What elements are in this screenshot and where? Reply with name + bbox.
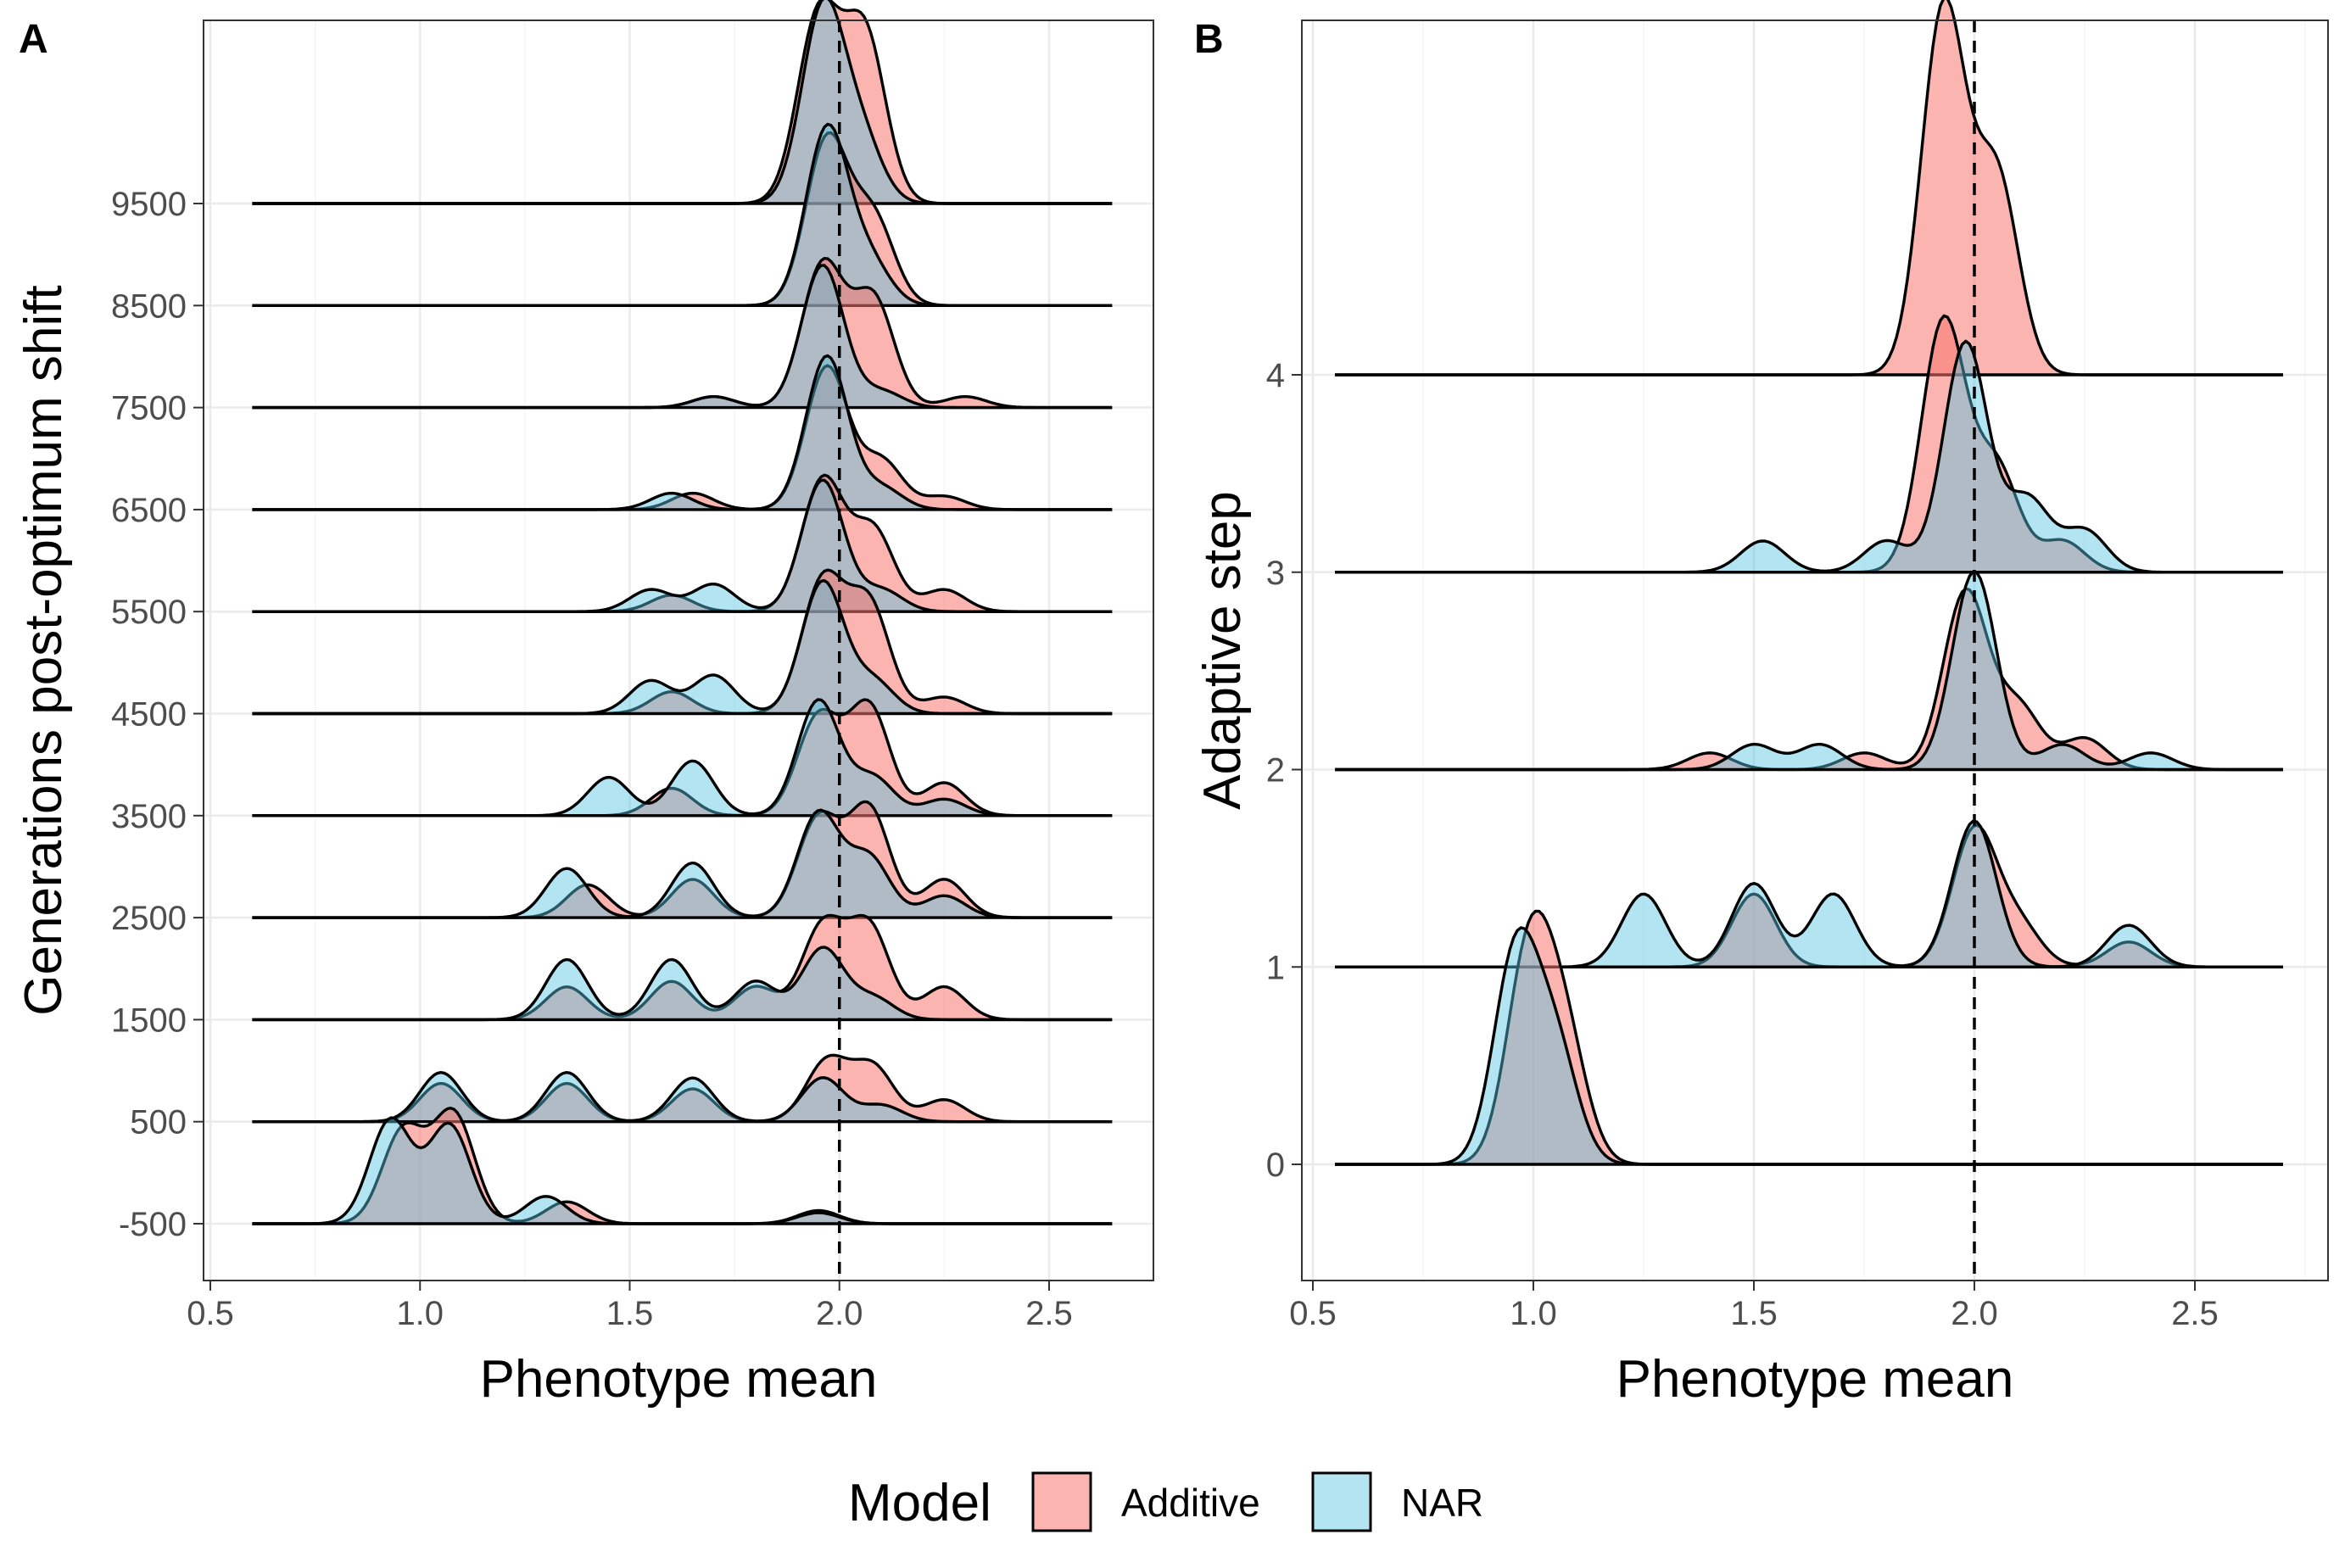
panel-a: A 0.5 1.0 1.5 2.0 2.5 -500 500 1500 2500 3500 450… <box>14 0 1155 1409</box>
panel-a-ridge-nar--500-fill <box>252 1118 1113 1224</box>
panel-b-letter: B <box>1194 17 1224 62</box>
panel-a-x-ticks: 0.5 1.0 1.5 2.0 2.5 <box>187 1281 1073 1332</box>
panel-a-ridge-1500 <box>252 913 1113 1022</box>
panel-a-ridge-additive-5500-fill <box>252 475 1113 612</box>
legend-swatch-nar <box>1311 1471 1372 1532</box>
panel-b-x-axis-title: Phenotype mean <box>1616 1350 2014 1409</box>
panel-b-x-tick-label: 0.5 <box>1289 1295 1337 1332</box>
panel-b-ridge-1 <box>1335 819 2283 968</box>
panel-a-y-ticks: -500 500 1500 2500 3500 4500 5500 6500 7500 8500 9… <box>111 186 204 1243</box>
panel-a-border <box>203 20 1154 1281</box>
panel-a-ridge-6500 <box>252 354 1113 511</box>
panel-a-ridge-7500 <box>252 257 1113 410</box>
panel-a-ridge-additive-3500-fill <box>252 700 1113 816</box>
panel-a-x-tick-label: 0.5 <box>187 1295 234 1332</box>
panel-b-y-tick-label: 1 <box>1266 949 1285 986</box>
panel-a-ridge-additive-1500-fill <box>252 915 1113 1020</box>
panel-b: B 0.5 1.0 1.5 2.0 2.5 0 1 2 3 4 Phenotype mean A… <box>1193 0 2329 1409</box>
panel-b-ridge-additive-0-fill <box>1335 911 2283 1164</box>
panel-b-border <box>1301 20 2329 1281</box>
panel-a-y-tick-label: 9500 <box>111 186 187 223</box>
panel-b-y-tick-label: 3 <box>1266 555 1285 592</box>
panel-b-y-tick-label: 2 <box>1266 752 1285 790</box>
panel-a-y-tick-label: 8500 <box>111 287 187 325</box>
panel-a-y-tick-label: 1500 <box>111 1002 187 1039</box>
panel-a-ridge-nar-1500-fill <box>252 946 1113 1020</box>
panel-a-ridge-nar-3500-fill <box>252 700 1113 816</box>
panel-b-ridge-nar-0-fill <box>1335 927 2283 1164</box>
panel-a-letter: A <box>19 17 48 62</box>
panel-b-x-tick-label: 2.5 <box>2171 1295 2219 1332</box>
panel-b-x-tick-label: 1.0 <box>1510 1295 1557 1332</box>
panel-b-x-tick-label: 2.0 <box>1951 1295 1998 1332</box>
panel-a-ridge-4500 <box>252 568 1113 716</box>
panel-a-y-tick-label: 500 <box>130 1104 187 1141</box>
panel-b-ridge-4 <box>1335 0 2283 377</box>
panel-b-ridges <box>1335 0 2283 1166</box>
panel-b-ridge-0 <box>1335 909 2283 1166</box>
panel-a-y-tick-label: 4500 <box>111 696 187 734</box>
legend-label-nar: NAR <box>1401 1481 1483 1525</box>
legend-label-additive: Additive <box>1121 1481 1260 1525</box>
panel-b-x-tick-label: 1.5 <box>1730 1295 1778 1332</box>
panel-a-y-tick-label: 6500 <box>111 492 187 529</box>
panel-b-x-ticks: 0.5 1.0 1.5 2.0 2.5 <box>1289 1281 2219 1332</box>
panel-a-ridge-2500 <box>252 800 1113 919</box>
panel-a-x-tick-label: 2.5 <box>1025 1295 1073 1332</box>
panel-b-y-ticks: 0 1 2 3 4 <box>1266 357 1302 1184</box>
panel-a-x-axis-title: Phenotype mean <box>480 1350 878 1409</box>
panel-a-ridge-8500 <box>252 122 1113 307</box>
panel-a-ridges <box>252 0 1113 1225</box>
panel-b-ridge-3 <box>1335 314 2283 574</box>
legend-title: Model <box>848 1474 991 1532</box>
panel-a-ridge-nar-2500-fill <box>252 810 1113 918</box>
legend-swatch-additive <box>1031 1471 1092 1532</box>
panel-a-y-tick-label: 2500 <box>111 900 187 937</box>
panel-a-ridge-5500 <box>252 473 1113 613</box>
panel-a-x-tick-label: 1.5 <box>606 1295 654 1332</box>
legend: Model Additive NAR <box>848 1471 1483 1532</box>
panel-a-ridge-9500 <box>252 0 1113 205</box>
panel-a-ridge-additive-2500-fill <box>252 801 1113 918</box>
panel-a-y-tick-label: 3500 <box>111 798 187 835</box>
panel-a-ridge-3500 <box>252 698 1113 817</box>
panel-b-ridge-nar-3-fill <box>1335 341 2283 572</box>
panel-a-y-tick-label: 7500 <box>111 390 187 427</box>
panel-a-ridge-additive-7500-fill <box>252 258 1113 408</box>
panel-b-y-axis-title: Adaptive step <box>1193 491 1252 810</box>
panel-a-y-tick-label: 5500 <box>111 594 187 631</box>
panel-b-ridge-2 <box>1335 570 2283 772</box>
panel-b-ridge-nar-1-fill <box>1335 821 2283 968</box>
panel-a-ridge-additive-4500-fill <box>252 570 1113 714</box>
panel-a-x-tick-label: 2.0 <box>816 1295 863 1332</box>
panel-b-y-tick-label: 4 <box>1266 357 1285 394</box>
panel-a-y-tick-label: -500 <box>119 1206 187 1243</box>
panel-a-ridge--500 <box>252 1107 1113 1225</box>
panel-b-y-tick-label: 0 <box>1266 1147 1285 1184</box>
panel-a-ridge-additive-6500-fill <box>252 365 1113 510</box>
panel-a-ridge-500 <box>252 1053 1113 1124</box>
panel-a-y-axis-title: Generations post-optimum shift <box>14 285 73 1016</box>
panel-a-x-tick-label: 1.0 <box>396 1295 444 1332</box>
